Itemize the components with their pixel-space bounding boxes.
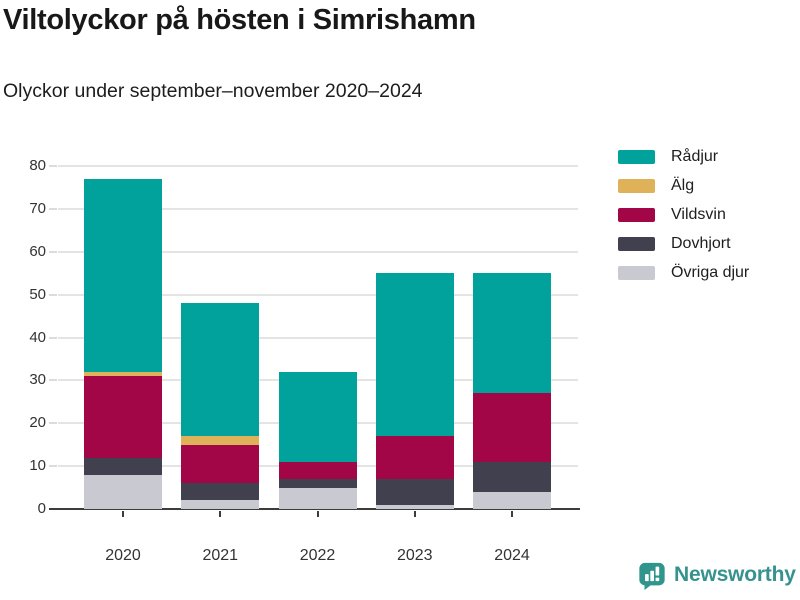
bar-segment-2020-övriga-djur [84,474,162,509]
bar-2024 [473,166,551,509]
y-tick-20 [49,422,57,425]
gridline-80 [58,165,578,167]
brand-footer[interactable]: Newsworthy [637,560,796,590]
bar-segment-2024-dovhjort [473,461,551,492]
gridline-50 [58,293,578,296]
x-tick-label-2020: 2020 [105,547,141,564]
y-tick-label-30: 30 [29,371,46,389]
legend-label: Dovhjort [671,234,731,252]
bar-segment-2020-älg [84,371,162,377]
legend-swatch [618,178,655,193]
bar-segment-2024-vildsvin [473,393,551,462]
y-tick-50 [49,293,57,296]
bar-segment-2021-älg [181,436,260,445]
bar-2021 [181,166,260,509]
legend-swatch [618,265,655,280]
y-tick-10 [49,465,57,468]
bar-2023 [375,166,454,509]
y-tick-label-40: 40 [29,328,46,346]
y-tick-label-20: 20 [29,414,46,432]
bar-segment-2020-rådjur [84,178,162,372]
x-tick-label-2021: 2021 [202,547,239,564]
legend-swatch [618,149,655,164]
x-tick-2021 [219,511,222,517]
bar-segment-2024-rådjur [473,273,551,394]
newsworthy-logo-icon [639,562,665,590]
y-tick-label-60: 60 [29,242,46,260]
y-tick-label-50: 50 [29,285,46,303]
legend-item-dovhjort: Dovhjort [618,234,749,252]
x-tick-label-2023: 2023 [396,547,433,564]
plot-area [49,165,580,517]
x-tick-2020 [122,511,124,517]
chart-subtitle: Olyckor under september–november 2020–20… [3,80,423,102]
bar-segment-2022-övriga-djur [278,487,357,509]
y-tick-label-80: 80 [29,157,46,174]
bar-segment-2022-dovhjort [278,479,357,488]
y-tick-40 [49,336,57,339]
x-tick-2024 [511,511,513,517]
bar-segment-2021-vildsvin [181,444,260,484]
x-tick-2023 [413,511,416,517]
y-axis-labels: 0 10 20 30 40 50 60 70 80 [0,157,46,517]
bar-segment-2023-dovhjort [375,479,454,505]
legend-label: Rådjur [671,147,719,165]
legend-item-rådjur: Rådjur [618,147,749,165]
legend-label: Älg [671,176,695,194]
bar-segment-2024-övriga-djur [473,491,551,509]
legend-item-övriga-djur: Övriga djur [618,263,750,281]
stacked-bar-chart: 0 10 20 30 40 50 60 70 80 2020 2021 2022 2023 2024 R… [0,140,800,565]
x-tick-label-2022: 2022 [299,547,336,564]
gridline-40 [58,336,578,339]
legend-swatch [618,207,655,222]
bar-segment-2021-övriga-djur [181,500,260,509]
bar-segment-2022-rådjur [278,371,357,462]
legend-label: Övriga djur [671,263,750,281]
bar-2022 [278,166,357,509]
bar-segment-2021-rådjur [181,303,260,437]
legend-swatch [618,236,655,251]
x-tick-label-2024: 2024 [494,547,530,564]
bar-segment-2020-dovhjort [84,457,162,475]
bar-2020 [84,166,162,509]
y-tick-label-10: 10 [29,457,46,475]
legend-item-älg: Älg [618,176,749,194]
gridline-70 [58,207,578,210]
legend-item-vildsvin: Vildsvin [618,205,749,223]
y-tick-label-0: 0 [37,500,46,517]
bar-segment-2023-rådjur [375,273,454,437]
gridline-60 [58,250,578,253]
y-tick-30 [49,379,57,382]
brand-name: Newsworthy [674,563,796,586]
x-tick-2022 [316,511,319,517]
bar-segment-2021-dovhjort [181,483,260,501]
y-tick-60 [49,250,57,253]
y-tick-label-70: 70 [29,199,46,217]
y-tick-80 [49,165,57,167]
legend-label: Vildsvin [671,205,726,223]
bar-segment-2023-övriga-djur [375,504,454,509]
bar-segment-2023-vildsvin [375,436,454,479]
chart-title: Viltolyckor på hösten i Simrishamn [3,4,476,36]
y-tick-70 [49,207,57,210]
bar-segment-2020-vildsvin [84,376,162,458]
chart-legend: Rådjur Älg Vildsvin Dovhjort Övriga djur [618,147,750,294]
bar-segment-2022-vildsvin [278,461,357,479]
